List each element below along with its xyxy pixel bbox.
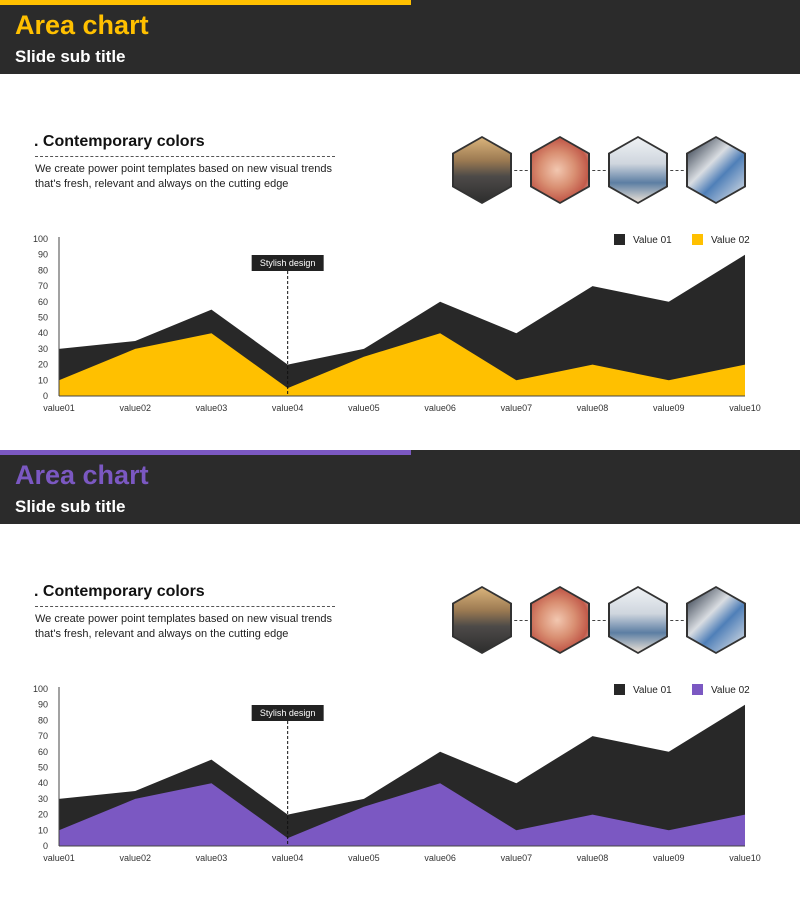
legend-label: Value 01 <box>633 685 672 696</box>
workspace-desk-image <box>686 586 746 654</box>
legend-label: Value 02 <box>711 235 750 246</box>
area-series-2 <box>59 783 745 846</box>
x-tick-label: value09 <box>653 853 685 863</box>
dashed-connector <box>665 170 689 171</box>
y-tick-label: 50 <box>38 313 48 323</box>
y-tick-label: 70 <box>38 731 48 741</box>
x-tick-label: value02 <box>119 853 151 863</box>
dashed-connector <box>587 620 611 621</box>
area-series-2 <box>59 333 745 396</box>
annotation-label: Stylish design <box>260 708 316 718</box>
high-five-hands-image <box>530 136 590 204</box>
description-text: We create power point templates based on… <box>35 612 345 642</box>
legend-swatch <box>614 234 625 245</box>
y-tick-label: 30 <box>38 794 48 804</box>
dashed-connector <box>665 620 689 621</box>
slide-header: Area chart Slide sub title <box>0 0 800 74</box>
x-tick-label: value06 <box>424 403 456 413</box>
city-skyline-image <box>452 136 512 204</box>
y-tick-label: 30 <box>38 344 48 354</box>
workspace-desk-image <box>686 136 746 204</box>
y-tick-label: 10 <box>38 375 48 385</box>
description-line-2: that's fresh, relevant and always on the… <box>35 178 289 190</box>
annotation-label: Stylish design <box>260 258 316 268</box>
y-tick-label: 20 <box>38 360 48 370</box>
x-tick-label: value04 <box>272 853 304 863</box>
x-tick-label: value08 <box>577 403 609 413</box>
city-skyline-image <box>452 586 512 654</box>
y-tick-label: 50 <box>38 763 48 773</box>
description-line-2: that's fresh, relevant and always on the… <box>35 628 289 640</box>
x-tick-label: value07 <box>501 403 533 413</box>
y-tick-label: 10 <box>38 825 48 835</box>
x-tick-label: value03 <box>196 853 228 863</box>
annotation-box <box>251 255 324 271</box>
legend-label: Value 01 <box>633 235 672 246</box>
x-tick-label: value06 <box>424 853 456 863</box>
x-tick-label: value05 <box>348 403 380 413</box>
y-tick-label: 70 <box>38 281 48 291</box>
y-tick-label: 90 <box>38 700 48 710</box>
description-line-1: We create power point templates based on… <box>35 163 332 175</box>
x-tick-label: value10 <box>729 403 761 413</box>
section-heading: . Contemporary colors <box>34 133 205 150</box>
y-tick-label: 100 <box>33 684 48 694</box>
y-tick-label: 40 <box>38 328 48 338</box>
y-tick-label: 100 <box>33 234 48 244</box>
accent-line <box>0 450 411 455</box>
section-heading: . Contemporary colors <box>34 583 205 600</box>
x-tick-label: value03 <box>196 403 228 413</box>
y-tick-label: 90 <box>38 250 48 260</box>
slide-title: Area chart <box>15 10 149 40</box>
slide-subtitle: Slide sub title <box>15 47 126 66</box>
accent-line <box>0 0 411 5</box>
business-team-image <box>608 136 668 204</box>
description-line-1: We create power point templates based on… <box>35 613 332 625</box>
area-chart: 0 10 20 30 40 50 60 70 80 90 100 value01 value02 valu… <box>33 684 761 863</box>
annotation-box <box>251 705 324 721</box>
business-team-image <box>608 586 668 654</box>
slide-title: Area chart <box>15 460 149 490</box>
area-chart: 0 10 20 30 40 50 60 70 80 90 100 value01 value02 valu… <box>33 234 761 413</box>
legend-swatch <box>692 234 703 245</box>
x-tick-label: value01 <box>43 853 75 863</box>
y-tick-label: 80 <box>38 265 48 275</box>
y-tick-label: 20 <box>38 810 48 820</box>
dashed-connector <box>587 170 611 171</box>
y-tick-label: 40 <box>38 778 48 788</box>
y-tick-label: 60 <box>38 297 48 307</box>
slide-1: Area chart Slide sub title . Contemporar… <box>0 0 800 413</box>
dashed-divider <box>35 606 335 607</box>
x-tick-label: value01 <box>43 403 75 413</box>
dashed-connector <box>509 170 533 171</box>
description-text: We create power point templates based on… <box>35 162 345 192</box>
legend-label: Value 02 <box>711 685 750 696</box>
y-tick-label: 0 <box>43 841 48 851</box>
x-tick-label: value08 <box>577 853 609 863</box>
dashed-divider <box>35 156 335 157</box>
x-tick-label: value02 <box>119 403 151 413</box>
x-tick-label: value09 <box>653 403 685 413</box>
slide-subtitle: Slide sub title <box>15 497 126 516</box>
slide-header: Area chart Slide sub title <box>0 450 800 524</box>
legend-swatch <box>692 684 703 695</box>
x-tick-label: value07 <box>501 853 533 863</box>
legend-swatch <box>614 684 625 695</box>
y-tick-label: 60 <box>38 747 48 757</box>
x-tick-label: value05 <box>348 853 380 863</box>
x-tick-label: value10 <box>729 853 761 863</box>
x-tick-label: value04 <box>272 403 304 413</box>
slide-2: Area chart Slide sub title . Contemporar… <box>0 450 800 900</box>
y-tick-label: 80 <box>38 715 48 725</box>
y-tick-label: 0 <box>43 391 48 401</box>
dashed-connector <box>509 620 533 621</box>
high-five-hands-image <box>530 586 590 654</box>
